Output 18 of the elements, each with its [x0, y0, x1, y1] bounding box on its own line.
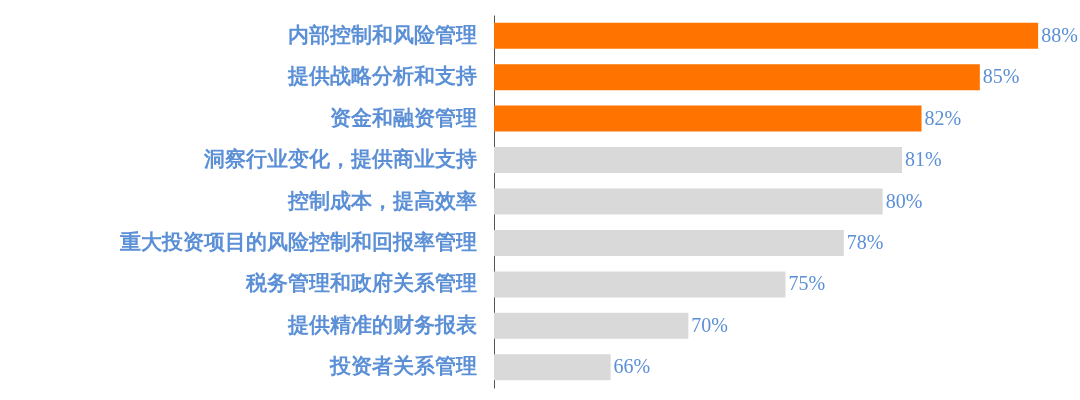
- data-label: 81%: [905, 148, 942, 171]
- y-tick-label: 内部控制和风险管理: [287, 22, 477, 47]
- y-tick-label: 投资者关系管理: [328, 354, 477, 379]
- data-label: 75%: [788, 272, 826, 295]
- data-label: 85%: [982, 65, 1020, 88]
- y-tick-label: 资金和融资管理: [329, 105, 477, 130]
- data-label: 70%: [691, 313, 729, 336]
- y-tick-label: 控制成本，提高效率: [286, 188, 477, 213]
- data-label: 78%: [846, 230, 884, 253]
- y-tick-label: 税务管理和政府关系管理: [244, 271, 477, 296]
- y-tick-label: 提供精准的财务报表: [286, 312, 477, 337]
- data-label: 82%: [924, 106, 962, 129]
- y-tick-label: 提供战略分析和支持: [286, 64, 477, 89]
- data-label: 88%: [1041, 23, 1078, 46]
- y-tick-label: 洞察行业变化，提供商业支持: [202, 147, 477, 172]
- y-tick-label: 重大投资项目的风险控制和回报率管理: [118, 229, 477, 254]
- data-label: 66%: [613, 355, 651, 378]
- data-label: 80%: [885, 189, 923, 212]
